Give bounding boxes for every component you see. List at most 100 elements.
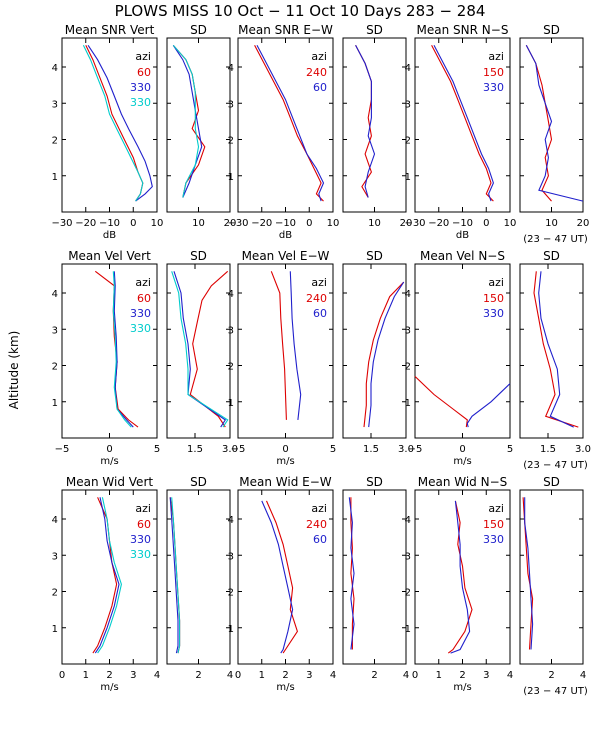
x-axis-label: m/s [453, 682, 471, 693]
y-tick-label: 4 [228, 63, 234, 74]
y-tick-label: 4 [405, 515, 411, 526]
x-tick-label: 5 [330, 444, 336, 455]
legend-title: azi [135, 50, 151, 63]
panel-frame [61, 263, 158, 439]
x-tick-label: −10 [99, 218, 120, 229]
time-note: (23 − 47 UT) [523, 686, 588, 697]
x-tick-label: 1.5 [187, 444, 203, 455]
series-line-red [265, 500, 299, 654]
legend-title: azi [135, 502, 151, 515]
series-line-blue [169, 497, 179, 654]
x-tick-label: 0 [59, 670, 65, 681]
series-line-blue [261, 500, 294, 654]
panel-title: Mean Vel E−W [242, 249, 330, 263]
legend-title: azi [135, 276, 151, 289]
legend-title: azi [488, 502, 504, 515]
legend-title: azi [311, 50, 327, 63]
y-tick-label: 3 [52, 99, 58, 110]
legend-title: azi [311, 502, 327, 515]
series-line-cyan [171, 271, 229, 428]
legend-entry: 150 [483, 66, 504, 79]
legend-entry: 60 [313, 81, 327, 94]
x-tick-label: −20 [428, 218, 449, 229]
x-tick-label: −5 [55, 444, 70, 455]
series-line-blue [368, 281, 405, 428]
panel-snr-vert-sd: SD 10 20 [166, 23, 236, 229]
x-tick-label: 0 [459, 444, 465, 455]
x-tick-label: 3.0 [222, 444, 238, 455]
panel-frame [61, 37, 158, 213]
series-line-red [355, 45, 373, 198]
panel-title: Mean SNR E−W [238, 23, 333, 37]
panel-title: SD [190, 475, 207, 489]
legend-entry: 330 [130, 81, 151, 94]
panel-title: Mean Wid N−S [418, 475, 508, 489]
x-tick-label: 20 [400, 218, 413, 229]
x-tick-label: 4 [227, 670, 233, 681]
panel-snr-vert: Mean SNR Vert 1 2 3 4 −30 −20 −10 0 10 dB azi 60 330 3… [51, 23, 163, 241]
series-line-red [363, 281, 405, 428]
x-tick-label: 10 [504, 218, 517, 229]
series-line-blue [289, 271, 302, 420]
series-line-blue [256, 45, 325, 202]
x-tick-label: 3.0 [575, 444, 591, 455]
series-line-blue [87, 44, 153, 202]
legend-entry: 60 [313, 307, 327, 320]
y-tick-label: 4 [52, 63, 58, 74]
series-line-blue [348, 497, 355, 650]
x-tick-label: 2 [195, 670, 201, 681]
x-tick-label: 0 [306, 218, 312, 229]
x-axis-label: m/s [100, 456, 118, 467]
x-tick-label: 3.0 [398, 444, 414, 455]
y-tick-label: 2 [405, 362, 411, 373]
x-tick-label: 10 [151, 218, 164, 229]
series-line-cyan [82, 45, 144, 202]
x-axis-label: m/s [453, 456, 471, 467]
y-tick-label: 1 [405, 398, 411, 409]
series-line-blue [433, 45, 494, 202]
y-tick-label: 3 [228, 99, 234, 110]
x-axis-label: m/s [276, 456, 294, 467]
legend-entry: 60 [137, 292, 151, 305]
x-tick-label: 4 [580, 670, 586, 681]
legend-entry: 60 [313, 533, 327, 546]
legend-entry: 330 [130, 533, 151, 546]
panel-frame [519, 37, 584, 213]
panel-title: Mean Vel N−S [420, 249, 505, 263]
x-tick-label: −20 [75, 218, 96, 229]
panel-title: Mean Wid E−W [239, 475, 332, 489]
panel-vel-ew-sd: SD 1.5 3.0 [342, 249, 414, 455]
panel-title: SD [543, 23, 560, 37]
legend-entry: 240 [306, 292, 327, 305]
legend-entry: 150 [483, 518, 504, 531]
x-tick-label: 0 [483, 218, 489, 229]
series-line-red [533, 271, 579, 428]
panel-frame [414, 37, 511, 213]
y-tick-label: 2 [228, 136, 234, 147]
x-tick-label: 10 [545, 218, 558, 229]
y-tick-label: 3 [228, 325, 234, 336]
series-line-red [254, 45, 324, 202]
time-note: (23 − 47 UT) [523, 460, 588, 471]
series-line-red [350, 497, 355, 650]
x-tick-label: 0 [106, 444, 112, 455]
x-tick-label: 1 [436, 670, 442, 681]
x-tick-label: −30 [404, 218, 425, 229]
y-tick-label: 4 [228, 515, 234, 526]
x-tick-label: 1 [83, 670, 89, 681]
x-tick-label: 2 [106, 670, 112, 681]
y-tick-label: 3 [405, 551, 411, 562]
panel-snr-ew: Mean SNR E−W 1 2 3 4 −30 −20 −10 0 10 dB azi 240 60 [227, 23, 339, 241]
legend-entry: 60 [137, 66, 151, 79]
x-tick-label: 3 [306, 670, 312, 681]
legend-entry: 330 [483, 307, 504, 320]
panel-title: SD [190, 23, 207, 37]
x-tick-label: 1 [259, 670, 265, 681]
x-tick-label: 10 [368, 218, 381, 229]
x-tick-label: 10 [192, 218, 205, 229]
panel-vel-ns: Mean Vel N−S 1 2 3 4 −5 0 5 m/s azi 150 330 [405, 249, 514, 467]
legend-title: azi [488, 276, 504, 289]
panel-frame [342, 263, 407, 439]
